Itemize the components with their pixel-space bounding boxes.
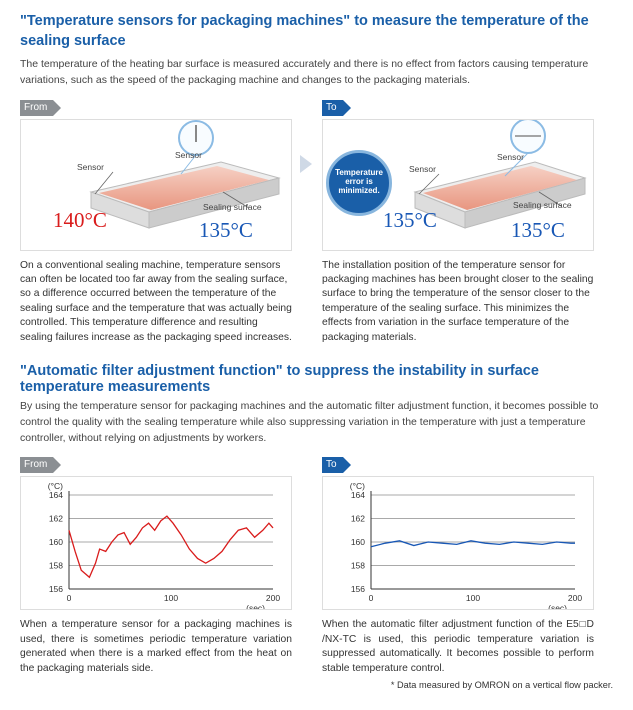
sensor-label: Sensor (175, 150, 202, 160)
svg-text:158: 158 (49, 561, 63, 571)
surface-temp-from: 135°C (199, 218, 253, 243)
svg-text:164: 164 (49, 490, 63, 500)
svg-text:156: 156 (351, 584, 365, 594)
svg-text:(sec): (sec) (246, 603, 265, 609)
chart2-desc: When the automatic filter adjustment fun… (322, 618, 594, 676)
section2-intro: By using the temperature sensor for pack… (20, 399, 613, 446)
chart1-desc: When a temperature sensor for a packagin… (20, 618, 292, 676)
svg-text:(sec): (sec) (548, 603, 567, 609)
figure-pair-1: From Sensor Sensor Sealing surface 140°C… (20, 97, 613, 345)
section2-title: "Automatic filter adjustment function" t… (20, 363, 613, 395)
badge-to: To (322, 100, 343, 116)
chart-to: 164 162 160 158 156 (°C) 0 100 200 (sec) (322, 476, 594, 610)
fig2-desc: The installation position of the tempera… (322, 259, 594, 345)
sensor-label-2: Sensor (77, 162, 104, 172)
sealing-label: Sealing surface (203, 202, 262, 212)
sensor-label-to: Sensor (497, 152, 524, 162)
svg-text:160: 160 (351, 537, 365, 547)
svg-text:(°C): (°C) (48, 481, 63, 491)
svg-text:158: 158 (351, 561, 365, 571)
section1-title: "Temperature sensors for packaging machi… (20, 12, 613, 51)
surface-temp-to: 135°C (511, 218, 565, 243)
sensor-temp-from: 140°C (53, 208, 107, 233)
chart-from: 164 162 160 158 156 (°C) 0 100 200 (sec) (20, 476, 292, 610)
svg-text:156: 156 (49, 584, 63, 594)
figure-to: Temperature error is minimized. Sensor S… (322, 119, 594, 251)
sensor-label-to-2: Sensor (409, 164, 436, 174)
svg-text:200: 200 (568, 593, 582, 603)
fig1-desc: On a conventional sealing machine, tempe… (20, 259, 292, 345)
badge-from: From (20, 100, 53, 116)
badge-from-2: From (20, 457, 53, 473)
footnote: * Data measured by OMRON on a vertical f… (20, 680, 613, 690)
arrow-icon (292, 97, 322, 173)
circle-badge: Temperature error is minimized. (326, 150, 392, 216)
svg-text:0: 0 (67, 593, 72, 603)
svg-text:0: 0 (369, 593, 374, 603)
svg-text:162: 162 (49, 514, 63, 524)
figure-from: Sensor Sensor Sealing surface 140°C 135°… (20, 119, 292, 251)
svg-text:100: 100 (466, 593, 480, 603)
svg-text:164: 164 (351, 490, 365, 500)
svg-text:200: 200 (266, 593, 280, 603)
svg-text:(°C): (°C) (350, 481, 365, 491)
svg-text:162: 162 (351, 514, 365, 524)
sealing-label-to: Sealing surface (513, 200, 572, 210)
figure-pair-2: From 164 162 160 158 156 (°C) 0 100 200 (sec) Wh… (20, 454, 613, 676)
sensor-temp-to: 135°C (383, 208, 437, 233)
svg-text:160: 160 (49, 537, 63, 547)
section1-intro: The temperature of the heating bar surfa… (20, 57, 613, 89)
svg-text:100: 100 (164, 593, 178, 603)
badge-to-2: To (322, 457, 343, 473)
